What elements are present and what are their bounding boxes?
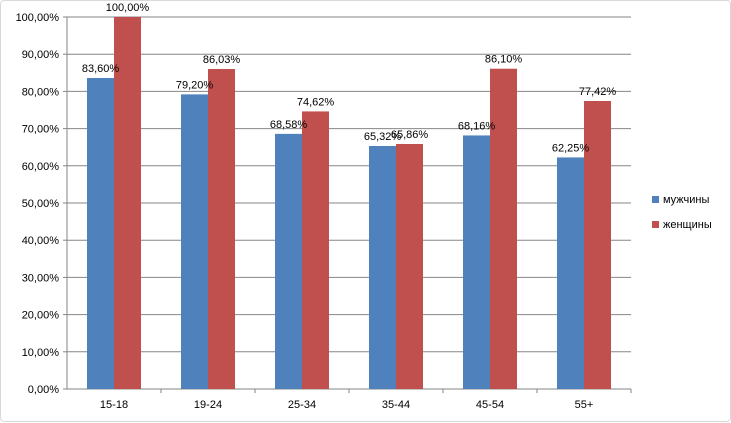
data-label: 62,25%	[552, 142, 590, 154]
bars	[87, 17, 611, 390]
x-tick-label: 35-44	[382, 399, 410, 411]
bar-men-35-44	[369, 146, 396, 389]
y-tick-label: 10,00%	[22, 347, 60, 359]
legend-label: женщины	[663, 219, 712, 231]
bar-women-35-44	[396, 144, 423, 389]
bar-men-19-24	[181, 94, 208, 389]
y-tick-label: 0,00%	[28, 384, 59, 396]
gridlines	[67, 16, 631, 353]
legend: мужчины женщины	[652, 194, 712, 231]
legend-swatch	[652, 221, 659, 228]
data-label: 100,00%	[106, 2, 150, 14]
y-tick-label: 50,00%	[22, 198, 60, 210]
bar-women-19-24	[208, 68, 235, 390]
bar-men-25-34	[275, 133, 302, 389]
bar-men-15-18	[87, 78, 114, 390]
x-tick-label: 25-34	[288, 399, 316, 411]
data-labels: 83,60% 100,00% 79,20% 86,03% 68,58% 74,62% 65,…	[82, 2, 617, 154]
x-tick-label: 19-24	[194, 399, 222, 411]
data-label: 68,16%	[458, 120, 496, 132]
y-tick-label: 90,00%	[22, 49, 60, 61]
bar-women-45-54	[490, 68, 517, 389]
data-label: 86,03%	[203, 54, 241, 66]
x-axis: 15-18 19-24 25-34 35-44 45-54 55+	[67, 388, 632, 411]
y-axis: 0,00% 10,00% 20,00% 30,00% 40,00% 50,00% 60,00…	[16, 12, 68, 396]
legend-label: мужчины	[663, 194, 709, 206]
x-tick-label: 55+	[575, 399, 594, 411]
y-tick-label: 20,00%	[22, 310, 60, 322]
bar-women-15-18	[114, 17, 141, 389]
y-tick-label: 40,00%	[22, 235, 60, 247]
data-label: 65,32%	[364, 131, 402, 143]
data-label: 74,62%	[297, 96, 335, 108]
data-label: 79,20%	[176, 79, 214, 91]
data-label: 86,10%	[485, 54, 523, 66]
data-label: 68,58%	[270, 119, 308, 131]
data-label: 65,86%	[391, 129, 429, 141]
y-tick-label: 80,00%	[22, 86, 60, 98]
bar-men-45-54	[463, 135, 490, 389]
y-tick-label: 30,00%	[22, 272, 60, 284]
y-tick-label: 60,00%	[22, 161, 60, 173]
legend-swatch	[652, 196, 659, 203]
bar-women-25-34	[302, 111, 329, 389]
data-label: 83,60%	[82, 63, 120, 75]
x-tick-label: 15-18	[100, 399, 128, 411]
data-label: 77,42%	[579, 86, 617, 98]
bar-men-55+	[557, 157, 584, 389]
y-tick-label: 70,00%	[22, 124, 60, 136]
bar-women-55+	[584, 100, 611, 390]
x-tick-label: 45-54	[476, 399, 504, 411]
y-tick-label: 100,00%	[16, 12, 60, 24]
